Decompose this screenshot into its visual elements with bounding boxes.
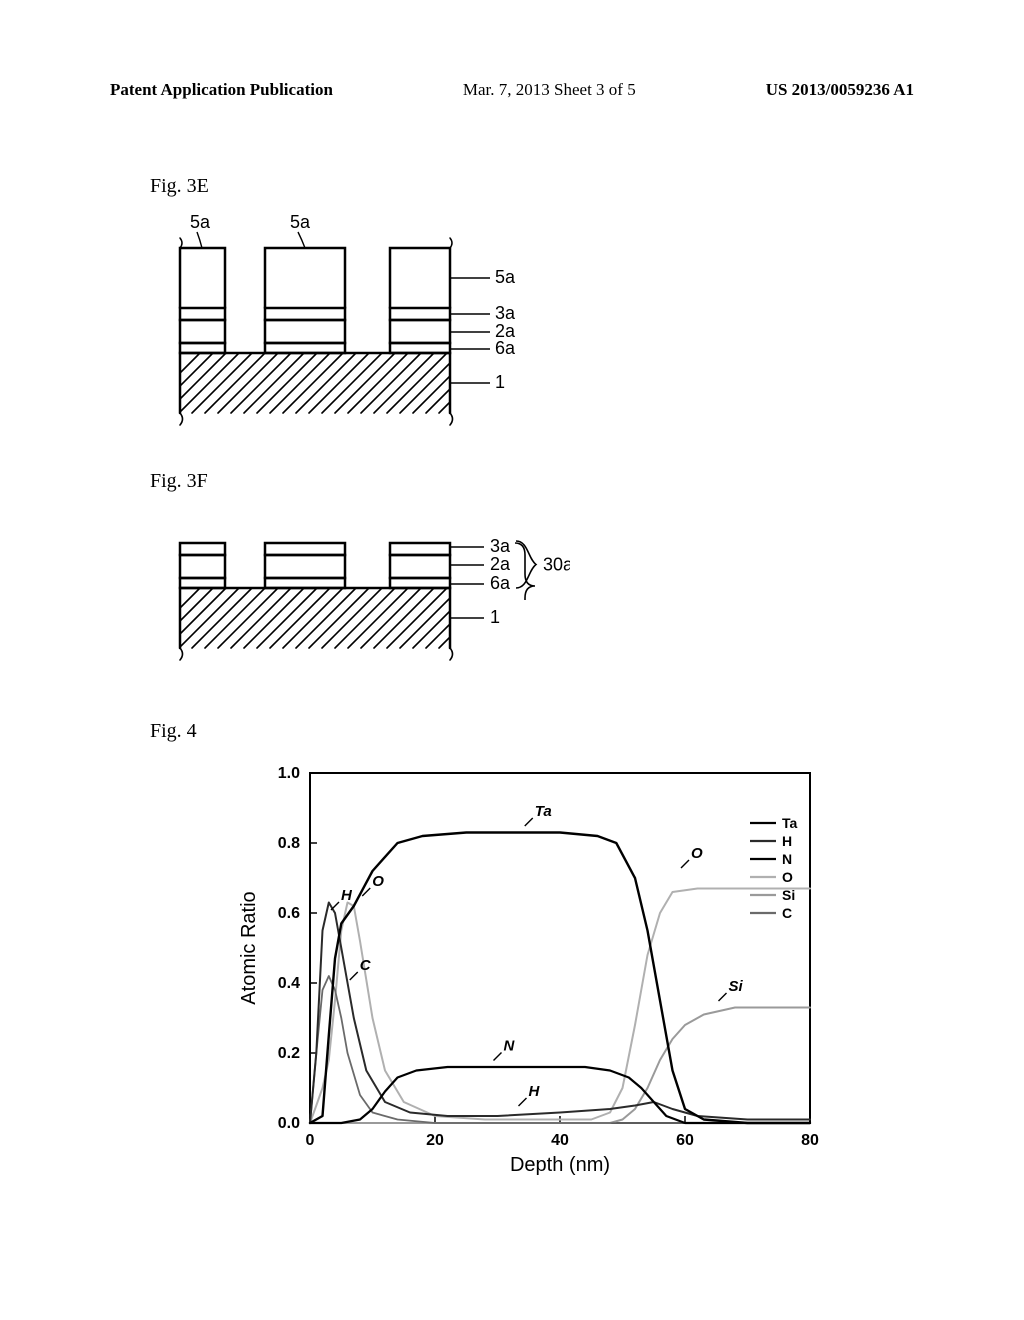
svg-text:Si: Si <box>729 978 744 995</box>
figure-3e: Fig. 3E 5a5a5a3a2a6a1 <box>150 175 570 448</box>
svg-text:1: 1 <box>495 372 505 392</box>
svg-text:0.8: 0.8 <box>278 835 300 852</box>
svg-text:H: H <box>341 887 353 904</box>
fig4-svg: 0 20 40 60 80 0.0 0.2 0.4 0.6 0.8 1.0 Depth (nm) Ato… <box>230 753 830 1183</box>
figure-3f: Fig. 3F 3a2a6a 1 30a <box>150 470 570 683</box>
svg-text:20: 20 <box>426 1132 444 1149</box>
svg-text:6a: 6a <box>495 338 516 358</box>
svg-text:5a: 5a <box>495 267 516 287</box>
svg-text:6a: 6a <box>490 573 511 593</box>
page-header: Patent Application Publication Mar. 7, 2… <box>0 80 1024 100</box>
svg-text:5a: 5a <box>190 212 211 232</box>
svg-text:5a: 5a <box>290 212 311 232</box>
svg-text:H: H <box>782 833 792 849</box>
svg-text:3a: 3a <box>495 303 516 323</box>
svg-text:N: N <box>782 851 792 867</box>
header-right: US 2013/0059236 A1 <box>766 80 914 100</box>
svg-text:3a: 3a <box>490 536 511 556</box>
svg-text:O: O <box>372 873 384 890</box>
svg-text:Depth (nm): Depth (nm) <box>510 1154 610 1176</box>
fig4-caption: Fig. 4 <box>150 720 830 743</box>
svg-text:C: C <box>782 905 792 921</box>
svg-text:40: 40 <box>551 1132 569 1149</box>
svg-text:1.0: 1.0 <box>278 765 300 782</box>
svg-text:C: C <box>360 957 372 974</box>
svg-text:0.0: 0.0 <box>278 1115 300 1132</box>
header-center: Mar. 7, 2013 Sheet 3 of 5 <box>463 80 636 100</box>
svg-text:2a: 2a <box>490 554 511 574</box>
svg-text:Atomic Ratio: Atomic Ratio <box>238 891 260 1004</box>
svg-text:80: 80 <box>801 1132 819 1149</box>
header-left: Patent Application Publication <box>110 80 333 100</box>
svg-text:0.2: 0.2 <box>278 1045 300 1062</box>
svg-text:0.4: 0.4 <box>278 975 300 992</box>
svg-text:O: O <box>782 869 793 885</box>
svg-text:H: H <box>529 1083 541 1100</box>
svg-text:0: 0 <box>306 1132 315 1149</box>
svg-text:1: 1 <box>490 607 500 627</box>
svg-text:60: 60 <box>676 1132 694 1149</box>
svg-text:Si: Si <box>782 887 795 903</box>
svg-text:0.6: 0.6 <box>278 905 300 922</box>
fig3f-caption: Fig. 3F <box>150 470 570 493</box>
svg-text:30a: 30a <box>543 555 570 575</box>
svg-text:Ta: Ta <box>535 803 552 820</box>
figure-4: Fig. 4 0 20 40 60 80 0.0 0.2 0.4 0.6 0.8 1.0 Depth … <box>150 720 830 1183</box>
svg-text:Ta: Ta <box>782 815 798 831</box>
svg-text:O: O <box>691 845 703 862</box>
fig3e-caption: Fig. 3E <box>150 175 570 198</box>
fig3e-svg: 5a5a5a3a2a6a1 <box>150 208 570 448</box>
fig3f-svg: 3a2a6a 1 30a <box>150 503 570 683</box>
svg-text:N: N <box>504 1038 516 1055</box>
